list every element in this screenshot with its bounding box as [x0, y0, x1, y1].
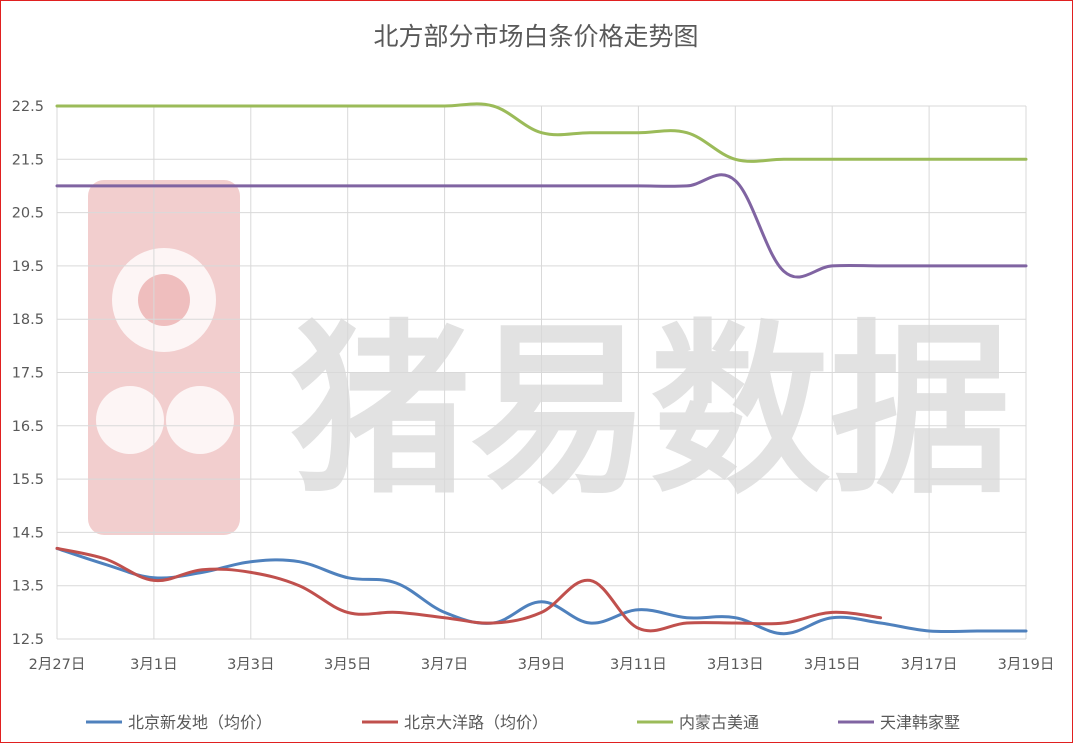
x-tick-label: 3月9日	[518, 657, 565, 673]
y-tick-label: 14.5	[12, 525, 44, 541]
x-tick-label: 3月15日	[804, 657, 861, 673]
x-tick-label: 3月17日	[901, 657, 958, 673]
legend-entry: 内蒙古美通	[679, 713, 759, 732]
y-axis-ticks: 12.5 13.5 14.5 15.5 16.5 17.5 18.5 19.5 20.5 21.5…	[12, 99, 44, 648]
watermark-text: 猪易数据	[290, 303, 1010, 519]
y-tick-label: 17.5	[12, 366, 44, 382]
series-lines	[55, 102, 1028, 636]
watermark-logo	[88, 180, 240, 535]
chart-title: 北方部分市场白条价格走势图	[373, 22, 698, 51]
y-tick-label: 16.5	[12, 419, 44, 435]
legend-entry: 北京大洋路（均价）	[404, 713, 548, 732]
y-tick-label: 18.5	[12, 312, 44, 328]
watermark: 猪易数据	[88, 180, 1010, 535]
y-tick-label: 22.5	[12, 99, 44, 115]
legend-entry: 天津韩家墅	[880, 713, 960, 732]
legend: 北京新发地（均价） 北京大洋路（均价） 内蒙古美通 天津韩家墅	[86, 713, 960, 732]
x-tick-label: 3月7日	[421, 657, 468, 673]
y-tick-label: 19.5	[12, 259, 44, 275]
y-tick-label: 13.5	[12, 579, 44, 595]
legend-entry: 北京新发地（均价）	[128, 713, 272, 732]
series-line-3	[55, 102, 1028, 163]
x-tick-label: 3月11日	[610, 657, 667, 673]
series-line-4	[55, 173, 1028, 279]
y-tick-label: 12.5	[12, 632, 44, 648]
watermark-logo-dot	[138, 274, 190, 326]
x-tick-label: 3月1日	[130, 657, 177, 673]
watermark-logo-ring	[96, 386, 164, 454]
series-line-2	[55, 546, 883, 633]
x-tick-label: 3月13日	[707, 657, 764, 673]
y-tick-label: 15.5	[12, 472, 44, 488]
x-tick-label: 3月19日	[998, 657, 1055, 673]
x-axis-ticks: 2月27日 3月1日 3月3日 3月5日 3月7日 3月9日 3月11日 3月13日 3月15日…	[29, 657, 1055, 673]
y-tick-label: 21.5	[12, 152, 44, 168]
watermark-logo-ring	[166, 386, 234, 454]
x-tick-label: 2月27日	[29, 657, 86, 673]
x-tick-label: 3月5日	[324, 657, 371, 673]
y-tick-label: 20.5	[12, 206, 44, 222]
x-tick-label: 3月3日	[227, 657, 274, 673]
